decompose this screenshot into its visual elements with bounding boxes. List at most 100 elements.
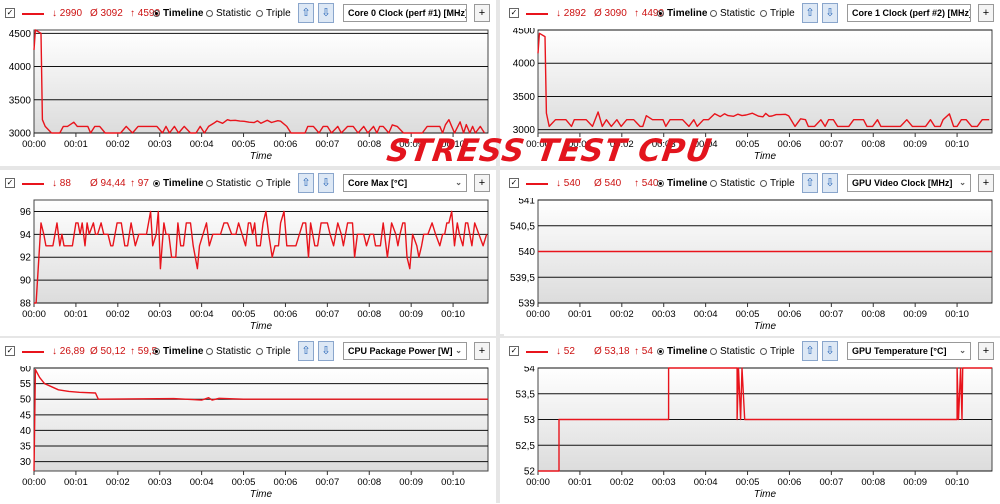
x-tick-label: 00:00 bbox=[526, 139, 550, 150]
arrow-up-icon[interactable]: ⇧ bbox=[298, 173, 314, 193]
series-color-swatch[interactable] bbox=[22, 351, 44, 353]
series-color-swatch[interactable] bbox=[22, 13, 44, 15]
chart-svg: 3000 3500 4000 4500 00:00 00:01 00:02 00:03 00:0… bbox=[513, 28, 993, 162]
y-tick-label: 52,5 bbox=[516, 441, 536, 452]
y-tick-label: 54 bbox=[524, 366, 536, 375]
triple-radio[interactable]: Triple bbox=[760, 346, 795, 357]
timeline-radio[interactable]: Timeline bbox=[153, 8, 203, 19]
sensor-panel: ✓ ↓ 88 Ø 94,44 ↑ 97 Timeline Statistic T… bbox=[0, 170, 496, 336]
timeline-radio[interactable]: Timeline bbox=[153, 346, 203, 357]
y-tick-label: 53,5 bbox=[516, 389, 536, 400]
sensor-select[interactable]: GPU Temperature [°C] ⌄ bbox=[847, 342, 971, 360]
statistic-radio[interactable]: Statistic bbox=[710, 178, 755, 189]
arrow-up-icon[interactable]: ⇧ bbox=[802, 3, 818, 23]
x-tick-label: 00:04 bbox=[694, 139, 718, 150]
y-tick-label: 539,5 bbox=[510, 273, 535, 284]
y-tick-label: 4500 bbox=[9, 29, 32, 40]
panel-toolbar: ✓ ↓ 88 Ø 94,44 ↑ 97 Timeline Statistic T… bbox=[0, 170, 496, 198]
y-tick-label: 35 bbox=[20, 442, 32, 453]
y-tick-label: 40 bbox=[20, 426, 32, 437]
series-color-swatch[interactable] bbox=[526, 351, 548, 353]
plus-icon[interactable]: + bbox=[978, 174, 994, 192]
triple-radio[interactable]: Triple bbox=[760, 8, 795, 19]
x-axis-label: Time bbox=[754, 151, 777, 162]
x-tick-label: 00:10 bbox=[441, 477, 465, 488]
timeline-radio[interactable]: Timeline bbox=[657, 178, 707, 189]
series-line bbox=[34, 210, 488, 304]
triple-radio[interactable]: Triple bbox=[760, 178, 795, 189]
plus-icon[interactable]: + bbox=[978, 342, 994, 360]
timeline-radio[interactable]: Timeline bbox=[153, 178, 203, 189]
y-tick-label: 55 bbox=[20, 379, 32, 390]
sensor-select[interactable]: Core 0 Clock (perf #1) [MHz] ⌄ bbox=[343, 4, 467, 22]
x-tick-label: 00:04 bbox=[190, 477, 214, 488]
x-tick-label: 00:05 bbox=[736, 309, 760, 320]
checkbox-icon[interactable]: ✓ bbox=[5, 178, 15, 188]
arrow-up-icon[interactable]: ⇧ bbox=[802, 341, 818, 361]
checkbox-icon[interactable]: ✓ bbox=[509, 346, 519, 356]
series-color-swatch[interactable] bbox=[526, 183, 548, 185]
timeline-radio[interactable]: Timeline bbox=[657, 346, 707, 357]
min-value: ↓ 2990 bbox=[52, 8, 83, 19]
x-tick-label: 00:00 bbox=[526, 477, 550, 488]
arrow-down-icon[interactable]: ⇩ bbox=[318, 341, 334, 361]
checkbox-icon[interactable]: ✓ bbox=[509, 178, 519, 188]
plus-icon[interactable]: + bbox=[474, 4, 490, 22]
arrow-up-icon[interactable]: ⇧ bbox=[802, 173, 818, 193]
arrow-up-icon[interactable]: ⇧ bbox=[298, 3, 314, 23]
sensor-panel: ✓ ↓ 26,89 Ø 50,12 ↑ 59,5 Timeline Statis… bbox=[0, 338, 496, 504]
arrow-down-icon[interactable]: ⇩ bbox=[822, 3, 838, 23]
x-tick-label: 00:03 bbox=[148, 309, 172, 320]
arrow-down-icon[interactable]: ⇩ bbox=[318, 173, 334, 193]
chart-svg: 539 539,5 540 540,5 541 00:00 00:01 00:02 00:03 0… bbox=[510, 198, 993, 332]
arrow-up-icon[interactable]: ⇧ bbox=[298, 341, 314, 361]
plot-area bbox=[537, 29, 993, 134]
plot-area bbox=[33, 199, 489, 304]
arrow-down-icon[interactable]: ⇩ bbox=[822, 341, 838, 361]
x-tick-label: 00:03 bbox=[652, 477, 676, 488]
x-tick-label: 00:01 bbox=[64, 477, 88, 488]
sensor-select[interactable]: CPU Package Power [W] ⌄ bbox=[343, 342, 467, 360]
chart-svg: 52 52,5 53 53,5 54 00:00 00:01 00:02 00:03 00:04 0… bbox=[516, 366, 993, 500]
statistic-radio[interactable]: Statistic bbox=[206, 8, 251, 19]
sensor-select[interactable]: Core Max [°C] ⌄ bbox=[343, 174, 467, 192]
max-value: ↑ 4490 bbox=[634, 8, 665, 19]
triple-radio[interactable]: Triple bbox=[256, 346, 291, 357]
statistic-radio[interactable]: Statistic bbox=[206, 346, 251, 357]
sensor-select[interactable]: Core 1 Clock (perf #2) [MHz] ⌄ bbox=[847, 4, 971, 22]
x-tick-label: 00:02 bbox=[610, 309, 634, 320]
x-tick-label: 00:05 bbox=[736, 139, 760, 150]
arrow-down-icon[interactable]: ⇩ bbox=[318, 3, 334, 23]
x-tick-label: 00:06 bbox=[274, 139, 298, 150]
x-tick-label: 00:09 bbox=[399, 477, 423, 488]
plus-icon[interactable]: + bbox=[978, 4, 994, 22]
x-tick-label: 00:08 bbox=[861, 139, 885, 150]
sensor-panel: ✓ ↓ 2892 Ø 3090 ↑ 4490 Timeline Statisti… bbox=[504, 0, 1000, 166]
panel-toolbar: ✓ ↓ 540 Ø 540 ↑ 540 Timeline Statistic T… bbox=[504, 170, 1000, 198]
statistic-radio[interactable]: Statistic bbox=[710, 8, 755, 19]
checkbox-icon[interactable]: ✓ bbox=[509, 8, 519, 18]
y-tick-label: 3500 bbox=[513, 92, 536, 103]
triple-radio[interactable]: Triple bbox=[256, 8, 291, 19]
timeline-radio[interactable]: Timeline bbox=[657, 8, 707, 19]
x-tick-label: 00:08 bbox=[861, 309, 885, 320]
statistic-radio[interactable]: Statistic bbox=[710, 346, 755, 357]
checkbox-icon[interactable]: ✓ bbox=[5, 346, 15, 356]
sensor-select[interactable]: GPU Video Clock [MHz] ⌄ bbox=[847, 174, 971, 192]
checkbox-icon[interactable]: ✓ bbox=[5, 8, 15, 18]
series-color-swatch[interactable] bbox=[22, 183, 44, 185]
triple-radio[interactable]: Triple bbox=[256, 178, 291, 189]
x-tick-label: 00:01 bbox=[568, 477, 592, 488]
series-color-swatch[interactable] bbox=[526, 13, 548, 15]
sensor-panel: ✓ ↓ 540 Ø 540 ↑ 540 Timeline Statistic T… bbox=[504, 170, 1000, 336]
plus-icon[interactable]: + bbox=[474, 342, 490, 360]
arrow-down-icon[interactable]: ⇩ bbox=[822, 173, 838, 193]
plus-icon[interactable]: + bbox=[474, 174, 490, 192]
x-tick-label: 00:00 bbox=[22, 139, 46, 150]
x-tick-label: 00:09 bbox=[903, 477, 927, 488]
x-tick-label: 00:09 bbox=[399, 139, 423, 150]
statistic-radio[interactable]: Statistic bbox=[206, 178, 251, 189]
x-tick-label: 00:07 bbox=[315, 477, 339, 488]
plot-area bbox=[33, 29, 489, 134]
x-tick-label: 00:04 bbox=[694, 477, 718, 488]
